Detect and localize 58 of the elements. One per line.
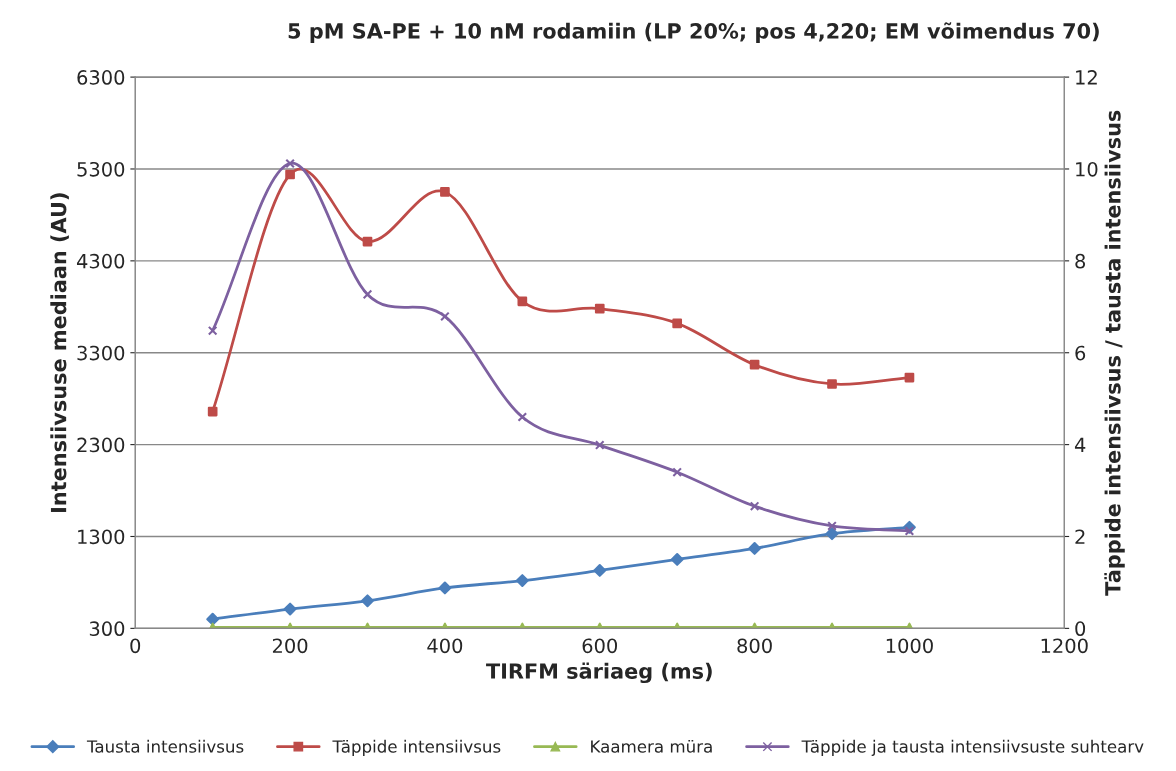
point — [362, 289, 373, 300]
point — [904, 526, 915, 536]
y2-tick-label: 8 — [1075, 253, 1086, 269]
x-axis-title: TIRFM säriaeg (ms) — [486, 662, 712, 684]
point — [672, 467, 683, 478]
point — [748, 542, 762, 555]
y-tick-label: 5300 — [77, 161, 125, 177]
legend-label: Tausta intensiivsus — [86, 739, 244, 753]
x-tick-label: 400 — [427, 638, 463, 654]
y2-axis-title: Täppide intensiivsus / tausta intensiivsus — [1104, 110, 1125, 596]
point — [749, 359, 760, 370]
x-tick-label: 200 — [272, 638, 308, 654]
point — [594, 303, 605, 314]
point — [515, 574, 529, 588]
point — [594, 440, 605, 450]
point — [672, 318, 683, 329]
point — [362, 236, 373, 247]
y2-tick-label: 12 — [1076, 70, 1097, 85]
y-tick-label: 1300 — [78, 529, 125, 545]
x-tick-label: 0 — [130, 638, 141, 654]
y-tick-label: 4300 — [76, 253, 125, 269]
point — [361, 594, 374, 608]
y2-tick-label: 0 — [1075, 621, 1086, 637]
y-tick-label: 2300 — [77, 437, 125, 453]
point — [438, 581, 452, 595]
point — [749, 501, 760, 512]
y2-tick-label: 10 — [1076, 161, 1098, 177]
y2-tick-label: 2 — [1075, 529, 1085, 544]
x-tick-label: 600 — [582, 638, 618, 654]
legend-label: Täppide ja tausta intensiivsuste suhtearv — [801, 739, 1144, 756]
point — [206, 612, 220, 626]
y-tick-label: 6300 — [77, 70, 125, 85]
chart-title: 5 pM SA-PE + 10 nM rodamiin (LP 20%; pos 4,220; EM võimendus 70) — [288, 22, 1099, 43]
x-tick-label: 1000 — [886, 638, 933, 654]
legend-label: Täppide intensiivsus — [332, 739, 501, 756]
y-tick-label: 3300 — [77, 345, 125, 361]
y2-tick-label: 6 — [1075, 345, 1086, 361]
point — [825, 527, 839, 541]
point — [827, 379, 837, 389]
y2-tick-label: 4 — [1074, 437, 1086, 452]
point — [827, 521, 837, 531]
point — [283, 602, 297, 616]
point — [440, 311, 450, 322]
point — [517, 296, 528, 307]
point — [207, 406, 218, 417]
point — [517, 412, 528, 422]
point — [285, 158, 295, 169]
point — [904, 372, 915, 383]
point — [285, 169, 295, 180]
point — [440, 187, 450, 197]
point — [593, 564, 607, 577]
x-tick-label: 800 — [737, 638, 772, 654]
point — [670, 553, 684, 566]
point — [207, 325, 218, 336]
legend-label: Kaamera müra — [591, 739, 712, 753]
y-tick-label: 300 — [89, 621, 125, 637]
x-tick-label: 1200 — [1041, 638, 1088, 654]
y-axis-title: Intensiivsuse mediaan (AU) — [50, 193, 69, 512]
